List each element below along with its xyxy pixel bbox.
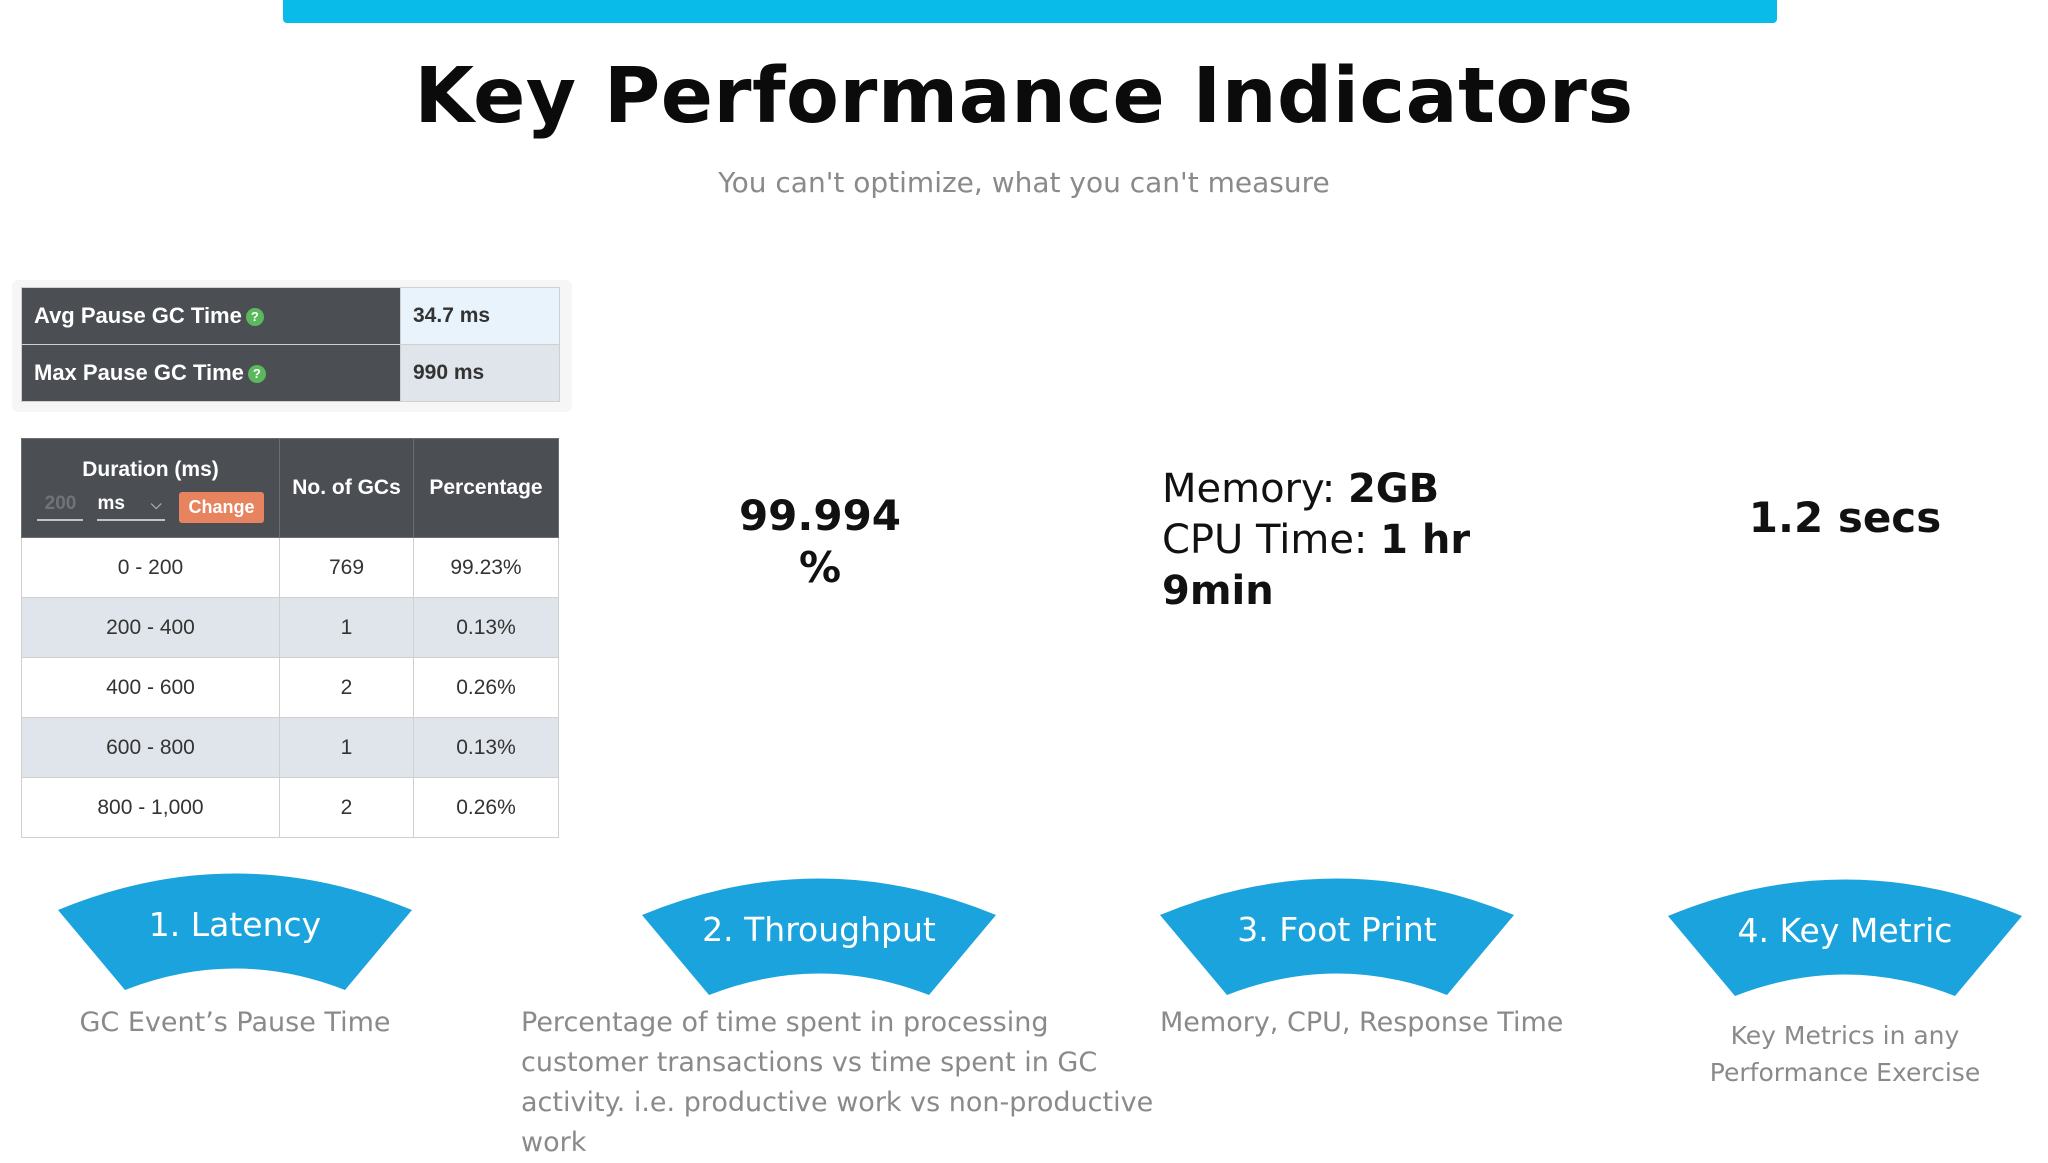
latency-description: GC Event’s Pause Time — [79, 1007, 391, 1038]
pause-row-max: Max Pause GC Time? 990 ms — [21, 344, 560, 402]
table-row: 200 - 400 1 0.13% — [21, 597, 559, 658]
cpu-value-minutes: 9min — [1162, 568, 1274, 614]
count-cell: 1 — [279, 717, 414, 778]
banner-label: 2. Throughput — [702, 910, 936, 949]
count-cell: 2 — [279, 777, 414, 838]
unit-select[interactable]: ms ⌵ — [97, 493, 166, 521]
footprint-value: Memory: 2GB CPU Time: 1 hr 9min — [1162, 464, 1482, 617]
top-accent-bar — [283, 0, 1777, 23]
count-column-header: No. of GCs — [279, 438, 414, 538]
banner-shape — [1668, 879, 2022, 996]
description-line: Percentage of time spent in processing — [521, 1007, 1049, 1038]
banner-label: 4. Key Metric — [1737, 911, 1953, 950]
table-row: 600 - 800 1 0.13% — [21, 717, 559, 778]
description-line: work — [521, 1127, 587, 1158]
footprint-description: Memory, CPU, Response Time — [1160, 1007, 1564, 1038]
banner-throughput: 2. Throughput — [642, 872, 996, 1002]
duration-cell: 200 - 400 — [21, 597, 280, 658]
interval-input[interactable]: 200 — [37, 493, 84, 521]
pause-row-avg: Avg Pause GC Time? 34.7 ms — [21, 287, 560, 345]
percentage-cell: 0.13% — [413, 597, 559, 658]
gc-duration-table: Duration (ms) 200 ms ⌵ Change No. of GCs … — [21, 438, 559, 838]
count-cell: 1 — [279, 597, 414, 658]
duration-cell: 600 - 800 — [21, 717, 280, 778]
percentage-cell: 0.26% — [413, 777, 559, 838]
chevron-down-icon: ⌵ — [150, 496, 162, 512]
memory-line: Memory: 2GB — [1162, 464, 1482, 515]
help-icon[interactable]: ? — [245, 308, 264, 327]
cpu-line: CPU Time: 1 hr — [1162, 515, 1482, 566]
duration-cell: 400 - 600 — [21, 657, 280, 718]
pause-label-cell: Avg Pause GC Time? — [21, 287, 401, 345]
duration-header-label: Duration (ms) — [82, 457, 219, 481]
banner-footprint: 3. Foot Print — [1160, 872, 1514, 1002]
max-pause-value: 990 ms — [400, 344, 560, 402]
key-metric-value: 1.2 secs — [1748, 493, 1942, 542]
description-line: activity. i.e. productive work vs non-pr… — [521, 1087, 1154, 1118]
description-line: Performance Exercise — [1709, 1058, 1981, 1087]
percentage-column-header: Percentage — [413, 438, 559, 538]
throughput-number: 99.994 — [738, 491, 902, 540]
pause-label-cell: Max Pause GC Time? — [21, 344, 401, 402]
cpu-value: 1 hr — [1380, 517, 1471, 563]
description-line: customer transactions vs time spent in G… — [521, 1047, 1098, 1078]
unit-select-value: ms — [97, 493, 125, 514]
max-pause-label: Max Pause GC Time — [34, 360, 244, 385]
table-row: 400 - 600 2 0.26% — [21, 657, 559, 718]
pause-gc-table: Avg Pause GC Time? 34.7 ms Max Pause GC … — [21, 287, 560, 402]
table-row: 0 - 200 769 99.23% — [21, 537, 559, 598]
help-icon[interactable]: ? — [247, 365, 266, 384]
percentage-cell: 0.13% — [413, 717, 559, 778]
percentage-cell: 99.23% — [413, 537, 559, 598]
banner-shape — [1160, 878, 1514, 995]
count-cell: 769 — [279, 537, 414, 598]
interval-controls: 200 ms ⌵ Change — [22, 491, 279, 523]
duration-cell: 0 - 200 — [21, 537, 280, 598]
duration-column-header: Duration (ms) 200 ms ⌵ Change — [21, 438, 280, 538]
table-row: 800 - 1,000 2 0.26% — [21, 777, 559, 838]
banner-label: 3. Foot Print — [1237, 910, 1437, 949]
key-metric-description: Key Metrics in any Performance Exercise — [1668, 1017, 2022, 1091]
throughput-value: 99.994 % — [700, 490, 940, 594]
description-line: Key Metrics in any — [1730, 1021, 1960, 1050]
avg-pause-value: 34.7 ms — [400, 287, 560, 345]
percentage-cell: 0.26% — [413, 657, 559, 718]
banner-label: 1. Latency — [148, 905, 322, 944]
cpu-label: CPU Time: — [1162, 517, 1368, 563]
cpu-line-2: 9min — [1162, 566, 1482, 617]
page-subtitle: You can't optimize, what you can't measu… — [718, 166, 1330, 199]
throughput-description: Percentage of time spent in processing c… — [521, 1003, 1161, 1163]
banner-shape — [642, 878, 996, 995]
banner-shape — [58, 873, 412, 990]
throughput-unit: % — [798, 543, 842, 592]
banner-latency: 1. Latency — [58, 867, 412, 997]
duration-cell: 800 - 1,000 — [21, 777, 280, 838]
memory-label: Memory: — [1162, 466, 1336, 512]
banner-key-metric: 4. Key Metric — [1668, 873, 2022, 1003]
change-button[interactable]: Change — [179, 491, 264, 523]
count-cell: 2 — [279, 657, 414, 718]
duration-header-row: Duration (ms) 200 ms ⌵ Change No. of GCs … — [21, 438, 559, 538]
memory-value: 2GB — [1347, 466, 1440, 512]
page-title: Key Performance Indicators — [414, 52, 1634, 141]
avg-pause-label: Avg Pause GC Time — [34, 303, 242, 328]
